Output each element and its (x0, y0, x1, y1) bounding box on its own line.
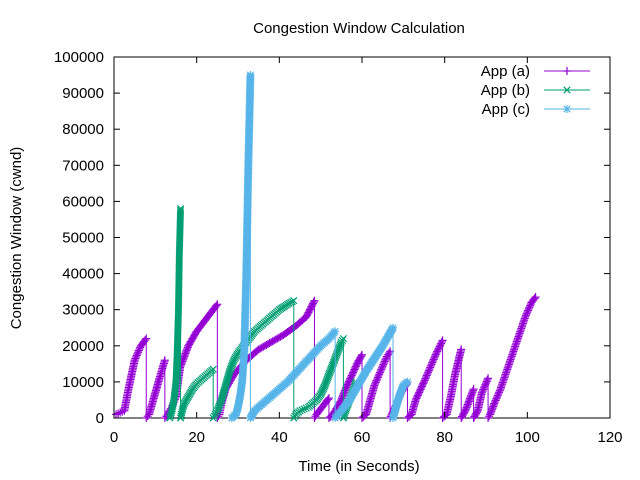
data-point (290, 297, 298, 305)
data-point (358, 350, 366, 359)
data-point (141, 336, 150, 345)
data-point (142, 334, 151, 343)
data-point (116, 408, 125, 417)
data-point (469, 385, 478, 394)
data-point (457, 345, 466, 354)
legend-label: App (a) (481, 63, 530, 80)
data-point (298, 406, 306, 414)
data-point (213, 414, 222, 422)
chart-title: Congestion Window Calculation (253, 20, 465, 37)
data-point (483, 375, 492, 384)
data-point (160, 356, 169, 365)
y-tick-label: 70000 (62, 157, 104, 174)
x-tick-label: 0 (110, 429, 118, 446)
y-tick-label: 60000 (62, 193, 104, 210)
y-tick-label: 30000 (62, 302, 104, 319)
x-axis-ticks: 0 20 40 60 80 100 120 (110, 57, 623, 446)
data-point (385, 349, 394, 358)
data-point (209, 365, 217, 373)
legend-item-2: App (b) (481, 82, 590, 99)
series-markers (227, 71, 412, 422)
legend: App (a) App (b) App (c) (481, 63, 590, 118)
data-point (438, 336, 447, 345)
y-tick-label: 90000 (62, 85, 104, 102)
series-markers (166, 204, 360, 422)
data-point (143, 412, 152, 421)
data-point (323, 395, 332, 404)
x-tick-label: 40 (271, 429, 288, 446)
x-tick-label: 80 (436, 429, 453, 446)
legend-item-1: App (a) (481, 63, 590, 80)
legend-label: App (c) (482, 101, 530, 118)
data-point (437, 337, 446, 346)
data-point (484, 374, 493, 383)
y-tick-label: 100000 (54, 49, 104, 66)
data-point (530, 294, 539, 303)
data-point (309, 298, 318, 307)
data-point (310, 296, 319, 305)
x-tick-label: 60 (354, 429, 371, 446)
data-point (212, 301, 221, 310)
series-2 (166, 204, 360, 422)
data-point (176, 206, 185, 214)
data-point (382, 354, 391, 363)
y-tick-label: 0 (96, 410, 104, 427)
data-point (531, 293, 540, 302)
y-tick-label: 40000 (62, 266, 104, 283)
data-point (176, 208, 185, 216)
data-point (176, 204, 185, 213)
data-point (339, 334, 348, 343)
x-tick-label: 120 (597, 429, 622, 446)
legend-marker (563, 67, 571, 75)
legend-item-3: App (c) (482, 101, 590, 118)
data-point (246, 71, 255, 80)
legend-marker (563, 105, 571, 113)
data-point (302, 404, 310, 412)
legend-label: App (b) (481, 82, 530, 99)
legend-marker (563, 86, 571, 94)
data-point (331, 327, 340, 336)
data-point (389, 323, 397, 332)
data-point (213, 300, 222, 309)
y-tick-label: 80000 (62, 121, 104, 138)
y-tick-label: 10000 (62, 374, 104, 391)
data-point (485, 412, 494, 421)
data-point (296, 407, 304, 415)
series-group (112, 71, 540, 422)
data-point (403, 377, 412, 386)
y-tick-label: 50000 (62, 230, 104, 247)
data-point (324, 394, 333, 403)
data-point (300, 405, 308, 413)
x-tick-label: 20 (188, 429, 205, 446)
x-axis-label: Time (in Seconds) (298, 458, 419, 475)
y-tick-label: 20000 (62, 338, 104, 355)
x-tick-label: 100 (515, 429, 540, 446)
series-3 (227, 71, 412, 422)
y-axis-ticks: 0 10000 20000 30000 40000 50000 60000 70000 8000… (54, 49, 610, 427)
y-axis-label: Congestion Window (cwnd) (8, 147, 25, 330)
data-point (357, 352, 366, 361)
